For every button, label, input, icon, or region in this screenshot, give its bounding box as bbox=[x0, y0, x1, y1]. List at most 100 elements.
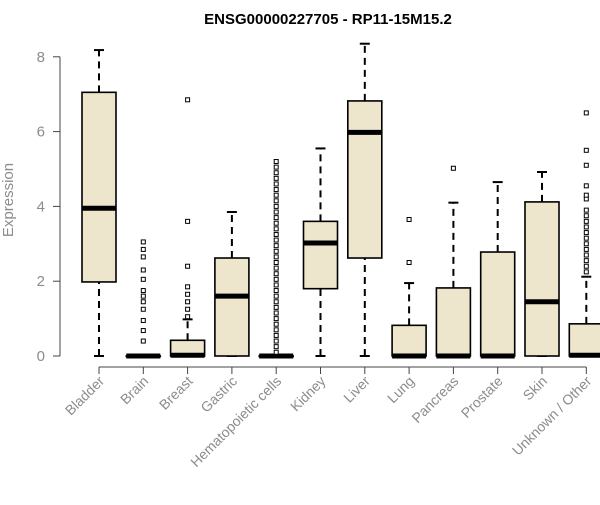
outlier-point bbox=[185, 97, 191, 103]
y-tick-label: 6 bbox=[37, 124, 45, 141]
outlier-point bbox=[185, 284, 191, 290]
outlier-point bbox=[185, 291, 191, 297]
outlier-point bbox=[273, 226, 279, 232]
x-tick-label: Breast bbox=[156, 373, 196, 413]
outlier-point bbox=[140, 317, 146, 323]
outlier-point bbox=[273, 209, 279, 215]
outlier-point bbox=[406, 216, 412, 222]
outlier-point bbox=[140, 328, 146, 334]
y-tick-label: 8 bbox=[37, 49, 45, 66]
y-axis-label: Expression bbox=[0, 163, 17, 237]
outlier-point bbox=[583, 110, 589, 116]
outlier-point bbox=[185, 263, 191, 269]
y-tick-label: 2 bbox=[37, 273, 45, 290]
y-tick-label: 0 bbox=[37, 348, 45, 365]
box-rect bbox=[346, 100, 383, 259]
box-prostate bbox=[479, 181, 516, 359]
outlier-point bbox=[273, 231, 279, 237]
box-lung bbox=[391, 216, 427, 359]
y-tick-label: 4 bbox=[37, 198, 45, 215]
outlier-point bbox=[406, 260, 412, 265]
outlier-point bbox=[140, 306, 146, 312]
box-kidney bbox=[302, 147, 339, 357]
outlier-point bbox=[185, 218, 191, 224]
x-tick-label: Pancreas bbox=[408, 373, 461, 426]
outlier-point bbox=[140, 276, 146, 282]
outlier-point bbox=[273, 327, 279, 333]
outlier-point bbox=[273, 299, 279, 305]
box-skin bbox=[524, 170, 560, 357]
outlier-point bbox=[273, 332, 279, 338]
chart-title: ENSG00000227705 - RP11-15M15.2 bbox=[204, 11, 452, 28]
outlier-point bbox=[583, 162, 589, 168]
outlier-point bbox=[140, 293, 146, 299]
outlier-point bbox=[273, 321, 279, 327]
outlier-point bbox=[273, 237, 279, 243]
outlier-point bbox=[140, 338, 146, 344]
x-tick-label: Bladder bbox=[62, 373, 108, 419]
outlier-point bbox=[273, 187, 279, 193]
outlier-point bbox=[273, 349, 279, 355]
box-hematopoietic-cells bbox=[258, 159, 295, 359]
outlier-point bbox=[583, 269, 589, 275]
outlier-point bbox=[140, 299, 146, 305]
box-rect bbox=[391, 324, 427, 357]
x-tick-label: Lung bbox=[384, 373, 417, 406]
outlier-point bbox=[273, 181, 279, 187]
outlier-point bbox=[273, 276, 279, 282]
outlier-point bbox=[583, 224, 589, 230]
outlier-point bbox=[140, 254, 146, 260]
x-tick-label: Gastric bbox=[197, 373, 240, 416]
box-unknown-other bbox=[568, 110, 600, 358]
boxes-group bbox=[81, 42, 600, 359]
outlier-point bbox=[273, 288, 279, 294]
outlier-point bbox=[273, 260, 279, 265]
box-pancreas bbox=[435, 165, 472, 359]
box-bladder bbox=[81, 49, 117, 357]
outlier-point bbox=[583, 246, 589, 252]
box-liver bbox=[346, 42, 383, 357]
outlier-point bbox=[140, 246, 146, 252]
outlier-point bbox=[273, 265, 279, 271]
x-tick-label: Liver bbox=[340, 373, 373, 406]
outlier-point bbox=[583, 183, 589, 189]
outlier-point bbox=[450, 165, 456, 171]
x-tick-label: Unknown / Other bbox=[509, 373, 595, 459]
y-axis: 0 2 4 6 8 bbox=[37, 49, 61, 365]
outlier-point bbox=[583, 207, 589, 213]
outlier-point bbox=[273, 344, 279, 350]
outlier-point bbox=[273, 293, 279, 299]
outlier-point bbox=[273, 282, 279, 288]
outlier-point bbox=[273, 164, 279, 170]
box-rect bbox=[479, 251, 516, 357]
outlier-point bbox=[273, 215, 279, 221]
outlier-point bbox=[583, 258, 589, 264]
outlier-point bbox=[273, 248, 279, 254]
outlier-point bbox=[140, 288, 146, 294]
outlier-point bbox=[185, 306, 191, 312]
outlier-point bbox=[583, 147, 589, 153]
outlier-point bbox=[273, 159, 279, 165]
x-tick-label: Brain bbox=[117, 373, 151, 407]
x-tick-label: Prostate bbox=[458, 373, 506, 421]
outlier-point bbox=[273, 198, 279, 204]
x-tick-label: Skin bbox=[520, 373, 551, 404]
outlier-point bbox=[583, 192, 589, 198]
outlier-point bbox=[583, 252, 589, 258]
outlier-point bbox=[583, 241, 589, 247]
outlier-point bbox=[583, 235, 589, 241]
box-rect bbox=[568, 323, 600, 357]
outlier-point bbox=[583, 218, 589, 224]
outlier-point bbox=[273, 203, 279, 209]
outlier-point bbox=[583, 213, 589, 219]
outlier-point bbox=[273, 220, 279, 226]
box-breast bbox=[169, 97, 206, 358]
outlier-point bbox=[273, 304, 279, 310]
outlier-point bbox=[583, 263, 589, 269]
outlier-point bbox=[273, 316, 279, 322]
outlier-point bbox=[273, 192, 279, 198]
outlier-point bbox=[273, 175, 279, 181]
box-rect bbox=[81, 91, 117, 283]
